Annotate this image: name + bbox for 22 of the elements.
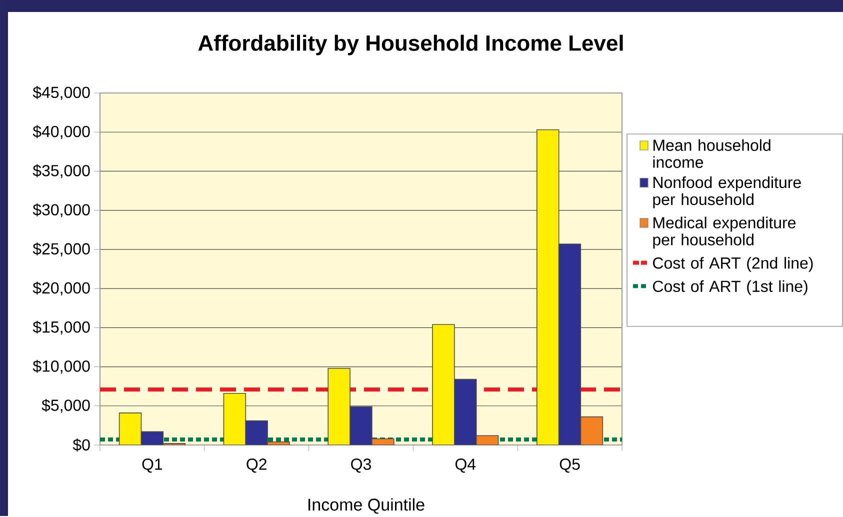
x-axis-title: Income Quintile xyxy=(308,498,424,514)
y-tick-label: $35,000 xyxy=(32,164,90,178)
y-tick-label: $10,000 xyxy=(32,360,90,374)
legend-label: Nonfood expenditure per household xyxy=(653,176,801,208)
legend-label: Cost of ART (1st line) xyxy=(653,280,808,296)
x-tick-label: Q1 xyxy=(142,458,162,473)
x-tick-label: Q3 xyxy=(351,458,371,473)
chart-title: Affordability by Household Income Level xyxy=(198,34,623,56)
y-tick-label: $0 xyxy=(72,438,90,452)
y-tick-label: $45,000 xyxy=(32,86,90,100)
legend-label: Cost of ART (2nd line) xyxy=(653,256,813,272)
x-tick-label: Q2 xyxy=(246,458,266,473)
y-tick-label: $15,000 xyxy=(32,320,90,335)
y-tick-label: $25,000 xyxy=(32,242,90,256)
x-tick-label: Q5 xyxy=(560,458,580,473)
y-tick-label: $40,000 xyxy=(32,125,90,140)
y-tick-label: $20,000 xyxy=(32,282,90,296)
legend-label: Medical expenditure per household xyxy=(653,216,796,249)
y-tick-label: $30,000 xyxy=(32,203,90,218)
y-tick-label: $5,000 xyxy=(42,398,90,413)
legend-label: Mean household income xyxy=(653,139,770,168)
x-tick-label: Q4 xyxy=(455,458,476,473)
